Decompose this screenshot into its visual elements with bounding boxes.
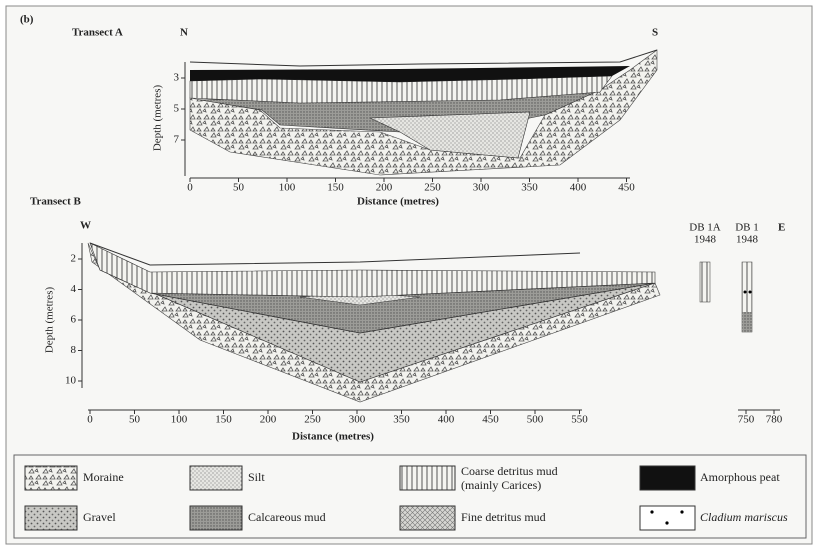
x-tick-label: 200 [260,414,277,426]
panel-label: (b) [20,14,34,26]
x-tick-label: 400 [438,414,455,426]
x-tick-label: 350 [521,182,538,194]
y-tick-label: 10 [65,375,77,387]
x-tick-label: 150 [327,182,344,194]
x-tick-label: 100 [171,414,188,426]
x-tick-label: 0 [87,414,93,426]
legend-label: Amorphous peat [700,470,780,484]
x-tick-label: 50 [129,414,141,426]
swatch [399,505,456,531]
y-tick-label: 6 [71,314,77,326]
x-tick-label: 780 [766,414,783,426]
y-tick-label: 8 [71,344,77,356]
swatch [24,505,78,531]
core-name: DB 1A [689,222,721,234]
dot [665,521,669,525]
surface [89,242,581,266]
core [699,261,711,303]
x-tick-label: 400 [570,182,587,194]
x-tick-label: 300 [473,182,490,194]
legend-label: Silt [248,470,265,484]
transect-b: Transect B W E Depth (metres) Distance (… [30,196,785,443]
swatch [24,465,78,491]
y-tick-label: 7 [174,134,180,146]
core-year: 1948 [694,234,717,246]
y-label: Depth (metres) [44,287,56,354]
moraine [189,49,658,176]
surface [189,49,658,67]
peat [190,66,630,82]
y-tick-label: 3 [174,72,180,84]
legend-label: Calcareous mud [248,510,326,524]
x-tick-label: 250 [304,414,321,426]
x-tick-label: 250 [424,182,441,194]
legend-label: Moraine [83,470,124,484]
y-label: Depth (metres) [152,85,164,152]
core-name: DB 1 [735,222,759,234]
dot [680,510,684,514]
title: Transect B [30,196,81,208]
x-tick-label: 300 [349,414,366,426]
core-layer [742,312,752,332]
x-tick-label: 450 [618,182,635,194]
swatch [399,465,456,491]
coarse-detritus [89,242,656,298]
y-tick-label: 5 [174,103,180,115]
x-tick-label: 450 [482,414,499,426]
x-label: Distance (metres) [357,196,439,208]
silt [369,111,531,159]
legend-label: Coarse detritus mud [461,464,558,478]
legend-label: Cladium mariscus [700,510,788,524]
x-tick-label: 100 [279,182,296,194]
legend-label: Fine detritus mud [461,510,546,524]
dot [650,510,654,514]
x-tick-label: 200 [376,182,393,194]
legend-label: Gravel [83,510,116,524]
x-label: Distance (metres) [292,431,374,443]
swatch [189,505,243,531]
y-tick-label: 2 [71,253,77,265]
x-tick-label: 0 [187,182,193,194]
x-tick-label: 50 [233,182,245,194]
title: Transect A [72,27,123,39]
x-tick-label: 150 [215,414,232,426]
transect-a: Transect A N S Depth (metres) Distance (… [72,27,658,208]
x-tick-label: 550 [571,414,588,426]
orientation: W [80,220,91,232]
x-tick-label: 750 [738,414,755,426]
cladium [743,290,747,294]
x-tick-label: 350 [393,414,410,426]
cladium [748,290,752,294]
legend: Moraine Silt Coarse detritus mud (mainly… [13,454,807,539]
legend-note: (mainly Carices) [461,478,541,492]
core-year: 1948 [736,234,759,246]
orientation: S [652,27,658,39]
y-tick-label: 4 [71,283,77,295]
orientation: E [778,222,785,234]
x-tick-label: 500 [527,414,544,426]
swatch [189,465,243,491]
swatch [639,505,696,531]
orientation: N [180,27,188,39]
swatch [639,465,696,491]
